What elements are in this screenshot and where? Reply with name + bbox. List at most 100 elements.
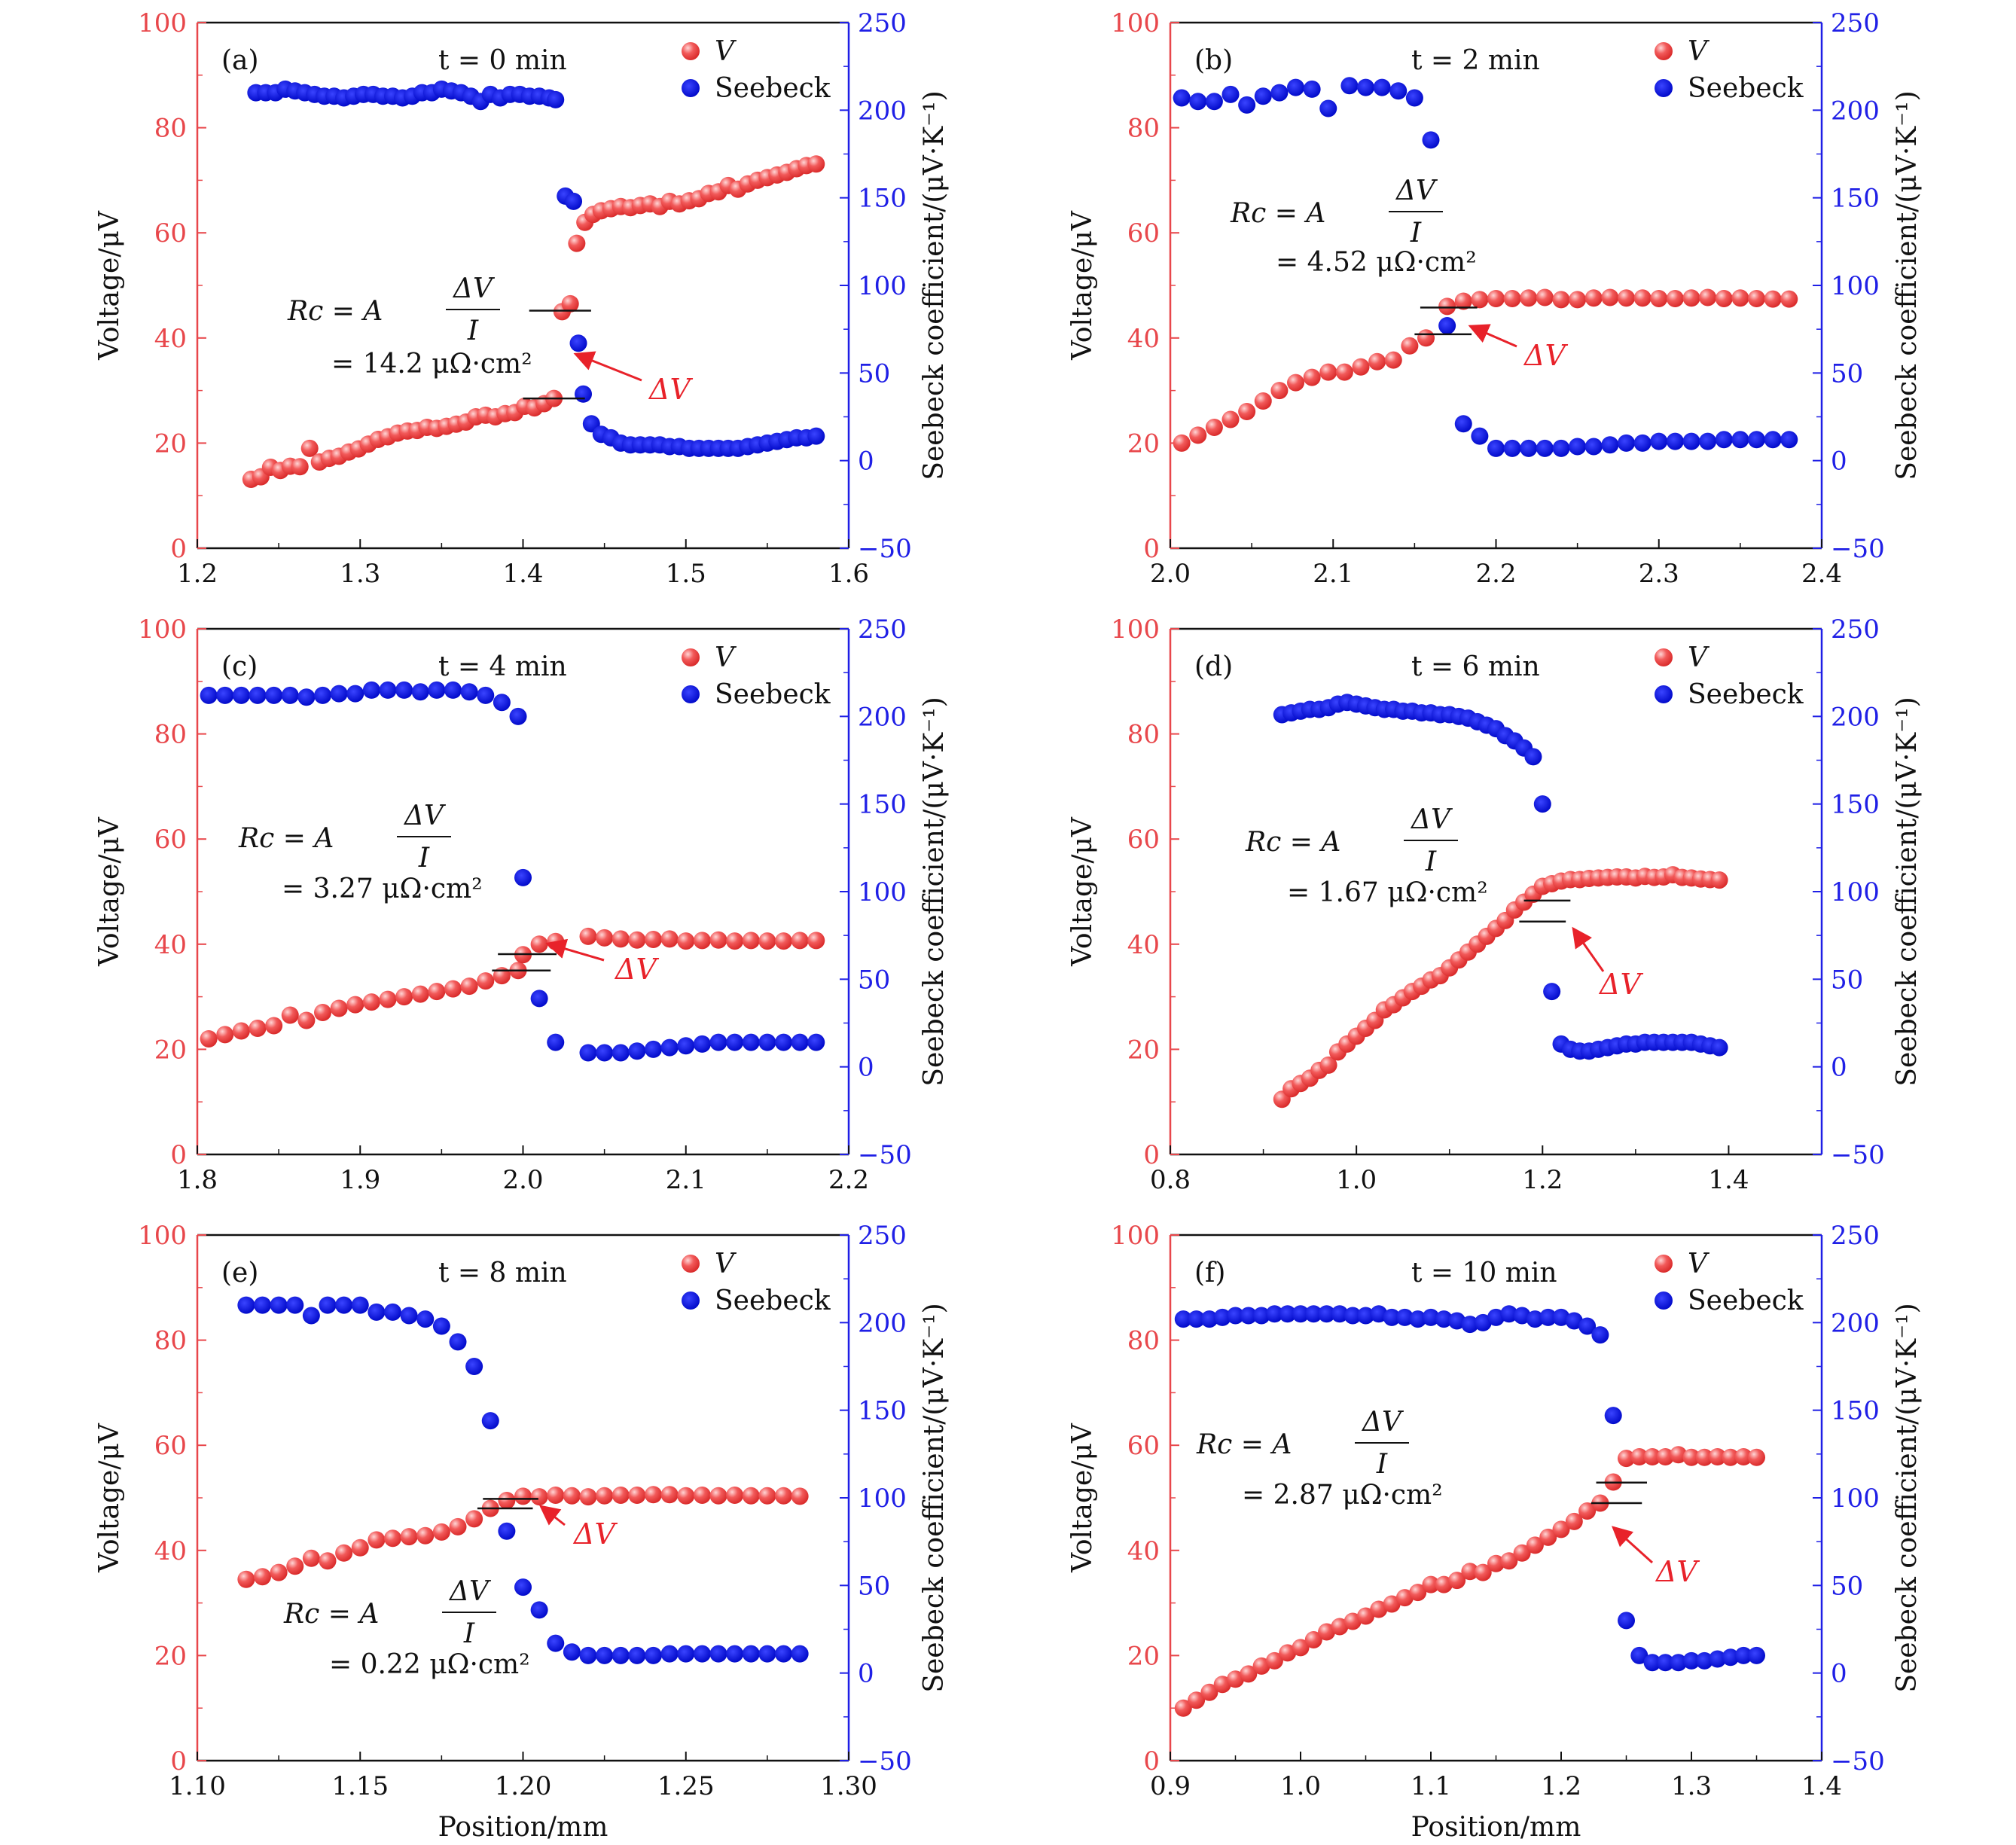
voltage-point — [249, 1019, 267, 1037]
seebeck-point — [709, 1033, 727, 1051]
voltage-point — [1722, 1448, 1740, 1466]
seebeck-point — [660, 1038, 679, 1057]
seebeck-point — [1227, 1307, 1244, 1325]
rc-fraction-denominator: I — [418, 843, 430, 874]
delta-v-arrow — [1468, 324, 1517, 348]
legend-seebeck-marker — [1655, 79, 1673, 97]
voltage-point — [693, 1487, 711, 1505]
seebeck-point — [232, 686, 250, 704]
right-y-tick-label: 200 — [1831, 96, 1880, 126]
right-y-tick-label: 100 — [858, 877, 907, 907]
left-y-axis-title: Voltage/μV — [1067, 210, 1098, 361]
voltage-point — [254, 1568, 271, 1586]
left-y-tick-label: 100 — [138, 1221, 187, 1251]
seebeck-point — [428, 681, 446, 699]
seebeck-point — [1650, 432, 1668, 450]
legend-seebeck-label: Seebeck — [715, 73, 831, 104]
voltage-point — [1500, 1552, 1518, 1570]
seebeck-point — [449, 1333, 467, 1351]
voltage-point — [1618, 289, 1635, 307]
panel-label: (c) — [221, 651, 258, 682]
voltage-point — [1487, 289, 1505, 307]
voltage-point — [807, 155, 825, 173]
seebeck-point — [1526, 1310, 1544, 1328]
voltage-point — [1748, 289, 1765, 307]
x-tick-label: 2.1 — [1313, 559, 1353, 589]
x-tick-label: 1.10 — [169, 1771, 226, 1801]
left-y-tick-label: 20 — [1127, 1035, 1160, 1065]
right-y-tick-label: 200 — [1831, 1308, 1880, 1338]
right-y-tick-label: 100 — [1831, 1484, 1880, 1514]
rc-formula-lhs: Rc = A — [1196, 1429, 1292, 1460]
voltage-point — [1438, 297, 1456, 316]
seebeck-point — [1395, 1308, 1414, 1326]
seebeck-point — [1670, 1654, 1688, 1672]
seebeck-point — [1200, 1310, 1218, 1328]
left-y-tick-label: 100 — [1111, 614, 1160, 645]
seebeck-point — [254, 1296, 271, 1314]
seebeck-point — [645, 1040, 662, 1058]
voltage-point — [362, 993, 380, 1011]
seebeck-point — [1438, 317, 1456, 335]
voltage-point — [1454, 292, 1472, 310]
voltage-point — [1552, 291, 1570, 309]
seebeck-point — [1448, 1312, 1466, 1330]
left-y-tick-label: 40 — [154, 930, 187, 960]
voltage-point — [693, 932, 711, 950]
voltage-point — [612, 930, 630, 948]
seebeck-point — [330, 685, 348, 703]
voltage-point — [1764, 290, 1782, 308]
seebeck-point — [1422, 1308, 1440, 1326]
seebeck-point — [1699, 432, 1717, 450]
seebeck-point — [1536, 439, 1554, 457]
voltage-point — [297, 1011, 316, 1029]
left-y-tick-label: 0 — [170, 1746, 187, 1776]
voltage-point — [1384, 351, 1402, 369]
voltage-point — [1303, 368, 1321, 386]
seebeck-point — [1461, 1316, 1479, 1334]
seebeck-point — [1340, 77, 1359, 95]
seebeck-point — [1643, 1654, 1661, 1672]
voltage-point — [416, 1526, 435, 1545]
voltage-point — [1731, 289, 1749, 307]
voltage-point — [563, 1487, 581, 1505]
left-y-tick-label: 100 — [138, 614, 187, 645]
right-y-tick-label: 250 — [858, 1221, 907, 1251]
seebeck-point — [628, 1646, 646, 1664]
seebeck-point — [1343, 1307, 1362, 1325]
voltage-point — [368, 1531, 386, 1549]
seebeck-point — [346, 685, 364, 703]
seebeck-point — [465, 1358, 483, 1375]
panel-e: 1.10 1.15 1.20 1.25 1.30 0 20 40 60 80 100 −50 0 50 10… — [94, 1221, 950, 1843]
rc-value: = 14.2 μΩ·cm² — [331, 349, 532, 380]
legend-seebeck-label: Seebeck — [1688, 1285, 1804, 1316]
voltage-point — [677, 1487, 695, 1505]
left-y-tick-label: 80 — [1127, 114, 1160, 144]
seebeck-point — [400, 1307, 418, 1325]
voltage-point — [379, 990, 397, 1008]
voltage-point — [428, 983, 446, 1001]
left-y-tick-label: 40 — [154, 1536, 187, 1566]
seebeck-point — [416, 1310, 435, 1328]
seebeck-point — [807, 427, 825, 445]
panel-c: 1.8 1.9 2.0 2.1 2.2 0 20 40 60 80 100 −50 0 50 100 150 2… — [94, 614, 950, 1195]
legend-seebeck-marker — [682, 1292, 700, 1310]
seebeck-point — [1604, 1407, 1622, 1425]
right-y-tick-label: 0 — [1831, 447, 1847, 477]
delta-v-arrow — [1572, 926, 1605, 972]
seebeck-point — [791, 1033, 809, 1051]
seebeck-point — [1487, 1308, 1505, 1326]
delta-v-label: ΔV — [1655, 1555, 1700, 1588]
right-y-tick-label: 250 — [1831, 8, 1880, 38]
voltage-point — [742, 932, 760, 950]
voltage-point — [1670, 1446, 1688, 1464]
seebeck-point — [775, 1033, 792, 1051]
voltage-point — [237, 1570, 255, 1588]
legend-v-label: V — [1688, 642, 1710, 673]
right-y-tick-label: −50 — [1831, 534, 1885, 564]
rc-fraction-denominator: I — [1410, 218, 1422, 249]
legend-seebeck-marker — [682, 685, 700, 703]
panel-label: (d) — [1194, 651, 1233, 682]
panel-a: 1.2 1.3 1.4 1.5 1.6 0 20 40 60 80 100 −50 0 50 100 150 2… — [94, 8, 950, 589]
rc-fraction-numerator: ΔV — [448, 1576, 492, 1607]
